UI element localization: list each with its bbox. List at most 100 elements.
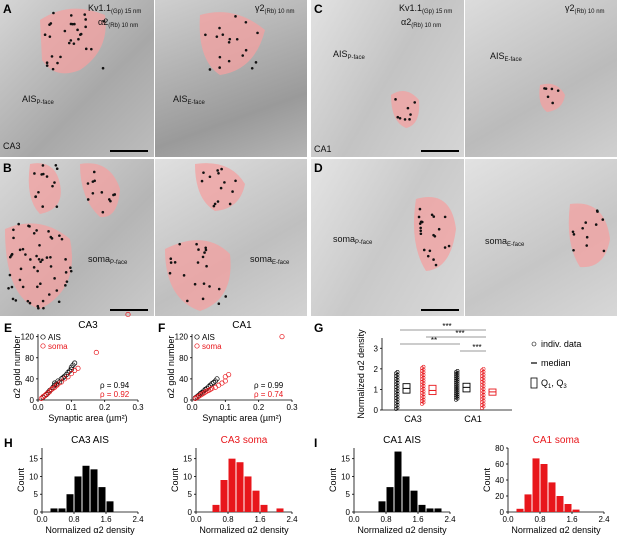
legend-box-label: Q1, Q3 — [541, 378, 567, 390]
scatter-point-soma — [226, 372, 232, 378]
gold-particle — [408, 118, 411, 121]
gold-particle — [84, 25, 87, 29]
gold-particle — [45, 61, 49, 65]
micrograph-b-right-svg — [165, 163, 245, 311]
gold-particle — [71, 22, 74, 26]
chart-g-y-tick-label: 0 — [374, 406, 379, 415]
gold-particle — [52, 11, 55, 15]
scatter-point-soma — [38, 395, 44, 401]
gold-particle — [428, 249, 432, 253]
panel-letter-e: E — [4, 321, 13, 335]
chart-i1-x-tick-label: 1.6 — [412, 515, 424, 524]
gold-particle — [8, 273, 12, 277]
chart-g-y-tick-label: 3 — [374, 344, 379, 353]
chart-f-x-label: Synaptic area (µm²) — [202, 413, 281, 423]
chart-h1-y-tick-label: 15 — [29, 455, 38, 464]
label-soma-eface-b: somaE-face — [250, 254, 290, 267]
ais-region-highlight — [391, 91, 420, 128]
gold-particle — [197, 248, 200, 251]
gold-particle — [551, 101, 554, 105]
scatter-chart-e: CA3 0.0 0.1 0.2 0.3 0 40 80 120 Synaptic area (µm… — [0, 311, 150, 430]
gold-particle — [244, 48, 248, 52]
gold-particle — [37, 257, 41, 261]
gold-particle — [244, 20, 248, 24]
scatter-point-soma — [52, 384, 58, 390]
gold-particle — [203, 251, 206, 254]
label-a2-c: α2(Rb) 10 nm — [401, 17, 442, 30]
chart-h2-y-tick-label: 10 — [183, 472, 192, 481]
chart-h2-y-tick-label: 0 — [188, 508, 193, 517]
gold-particle — [398, 116, 402, 120]
gold-particles — [204, 15, 259, 71]
chart-title: CA1 soma — [533, 435, 580, 446]
gold-particle — [53, 277, 56, 280]
chart-g-y-tick-label: 2 — [374, 365, 379, 374]
gold-particle — [418, 207, 422, 211]
scatter-point-soma — [58, 379, 64, 385]
chart-i1-y-tick-label: 15 — [341, 455, 350, 464]
gold-particle — [204, 246, 207, 250]
soma-region-highlight — [413, 197, 456, 271]
chart-e-y-label: α2 gold number — [12, 336, 22, 399]
panel-letter-d: D — [314, 161, 323, 175]
label-g2-c: γ2(Rb) 10 nm — [565, 3, 605, 16]
gold-particle — [204, 33, 207, 37]
soma-region-highlight — [195, 163, 245, 211]
scatter-point-soma — [45, 390, 51, 396]
chart-title: CA3 AIS — [71, 435, 109, 446]
gold-particle — [64, 284, 67, 287]
chart-i2-y-tick-label: 80 — [495, 444, 504, 453]
micrograph-c-left: C CA1 AISP-face Kv1.1(Gp) 15 nm α2(Rb) 1… — [311, 0, 464, 157]
panel-letter-g: G — [314, 321, 324, 335]
gold-particle — [216, 169, 219, 172]
gold-particle — [67, 41, 71, 45]
gold-particle — [64, 271, 68, 274]
chart-i2-y-tick-label: 0 — [500, 508, 505, 517]
histogram-bar — [212, 504, 220, 512]
gold-particle — [84, 18, 87, 21]
legend-label-soma: soma — [48, 342, 68, 351]
gold-particle — [100, 191, 104, 194]
micrograph-d-right-svg — [568, 203, 610, 268]
chart-title: CA1 — [232, 320, 252, 331]
chart-h1-svg: CA3 AIS 0.0 0.8 1.6 2.4 0 5 10 15 Normalized α2 d… — [16, 435, 144, 535]
gold-particle — [51, 184, 54, 188]
gold-particle — [24, 253, 27, 256]
legend-marker-soma — [40, 343, 46, 349]
gold-particle — [102, 20, 106, 23]
gold-particle — [201, 297, 205, 301]
label-ais-eface-c: AISE-face — [490, 51, 522, 64]
histogram-ca1-ais: CA1 AIS 0.0 0.8 1.6 2.4 0 5 10 15 Normalized α2 d… — [312, 432, 462, 544]
gold-particle — [65, 280, 69, 283]
chart-h1-y-label: Count — [16, 468, 26, 493]
histogram-bar — [252, 490, 260, 512]
gold-particle — [250, 66, 254, 70]
chart-i1-svg: CA1 AIS 0.0 0.8 1.6 2.4 0 5 10 15 Normalized α2 d… — [328, 435, 456, 535]
gold-particles — [200, 167, 237, 208]
chart-i2-y-tick-label: 20 — [495, 492, 504, 501]
micrograph-c-left-svg — [391, 91, 420, 128]
significance-label: ** — [431, 336, 437, 345]
histogram-bar — [90, 469, 98, 512]
gold-particle — [556, 89, 560, 92]
label-kv11-c: Kv1.1(Gp) 15 nm — [399, 3, 453, 16]
gold-particle — [59, 55, 62, 59]
gold-particle — [213, 202, 217, 206]
gold-particle — [208, 285, 211, 288]
gold-particle — [208, 68, 212, 71]
gold-particle — [168, 271, 172, 275]
gold-particle — [200, 179, 204, 183]
panel-letter-b: B — [3, 161, 12, 175]
gold-particle — [212, 204, 216, 208]
histogram-bar — [50, 508, 58, 512]
gold-particle — [19, 267, 23, 271]
gold-particle — [60, 237, 64, 241]
gold-particle — [437, 227, 441, 231]
histogram-bar — [106, 501, 114, 512]
chart-h2-x-tick-label: 2.4 — [286, 515, 298, 524]
scatter-point-soma — [125, 311, 131, 318]
histogram-ca3-soma: CA3 soma 0.0 0.8 1.6 2.4 0 5 10 15 Normalized α2 … — [154, 432, 304, 544]
gold-particle — [201, 255, 205, 259]
gold-particle — [69, 39, 73, 42]
